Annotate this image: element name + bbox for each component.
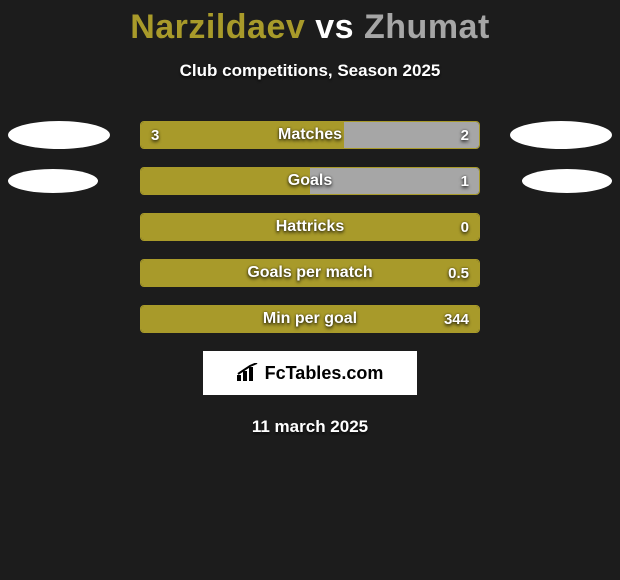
stat-bar: Min per goal344 xyxy=(140,305,480,333)
stat-bar: Goals per match0.5 xyxy=(140,259,480,287)
date-text: 11 march 2025 xyxy=(0,417,620,437)
stat-bar: Hattricks0 xyxy=(140,213,480,241)
stat-row: Hattricks0 xyxy=(0,213,620,241)
player1-name: Narzildaev xyxy=(130,8,305,46)
fill-player2 xyxy=(344,122,479,148)
stat-bar: Matches32 xyxy=(140,121,480,149)
stat-row: Min per goal344 xyxy=(0,305,620,333)
fill-player1 xyxy=(141,214,479,240)
player2-name: Zhumat xyxy=(364,8,490,46)
chart-icon xyxy=(237,363,259,383)
vs-text: vs xyxy=(315,8,354,46)
stat-bar: Goals1 xyxy=(140,167,480,195)
brand-box: FcTables.com xyxy=(203,351,417,395)
player2-badge xyxy=(510,121,612,149)
fill-player1 xyxy=(141,168,310,194)
fill-player2 xyxy=(310,168,479,194)
fill-player1 xyxy=(141,306,479,332)
player2-badge xyxy=(522,169,612,193)
stat-row: Goals1 xyxy=(0,167,620,195)
stat-rows: Matches32 Goals1 Hattricks0 Goals per match… xyxy=(0,121,620,333)
fill-player1 xyxy=(141,122,344,148)
stat-row: Goals per match0.5 xyxy=(0,259,620,287)
brand-text: FcTables.com xyxy=(265,363,384,384)
subtitle: Club competitions, Season 2025 xyxy=(0,61,620,81)
fill-player1 xyxy=(141,260,479,286)
player1-badge xyxy=(8,121,110,149)
comparison-infographic: Narzildaev vs Zhumat Club competitions, … xyxy=(0,0,620,580)
stat-row: Matches32 xyxy=(0,121,620,149)
player1-badge xyxy=(8,169,98,193)
page-title: Narzildaev vs Zhumat xyxy=(0,0,620,47)
